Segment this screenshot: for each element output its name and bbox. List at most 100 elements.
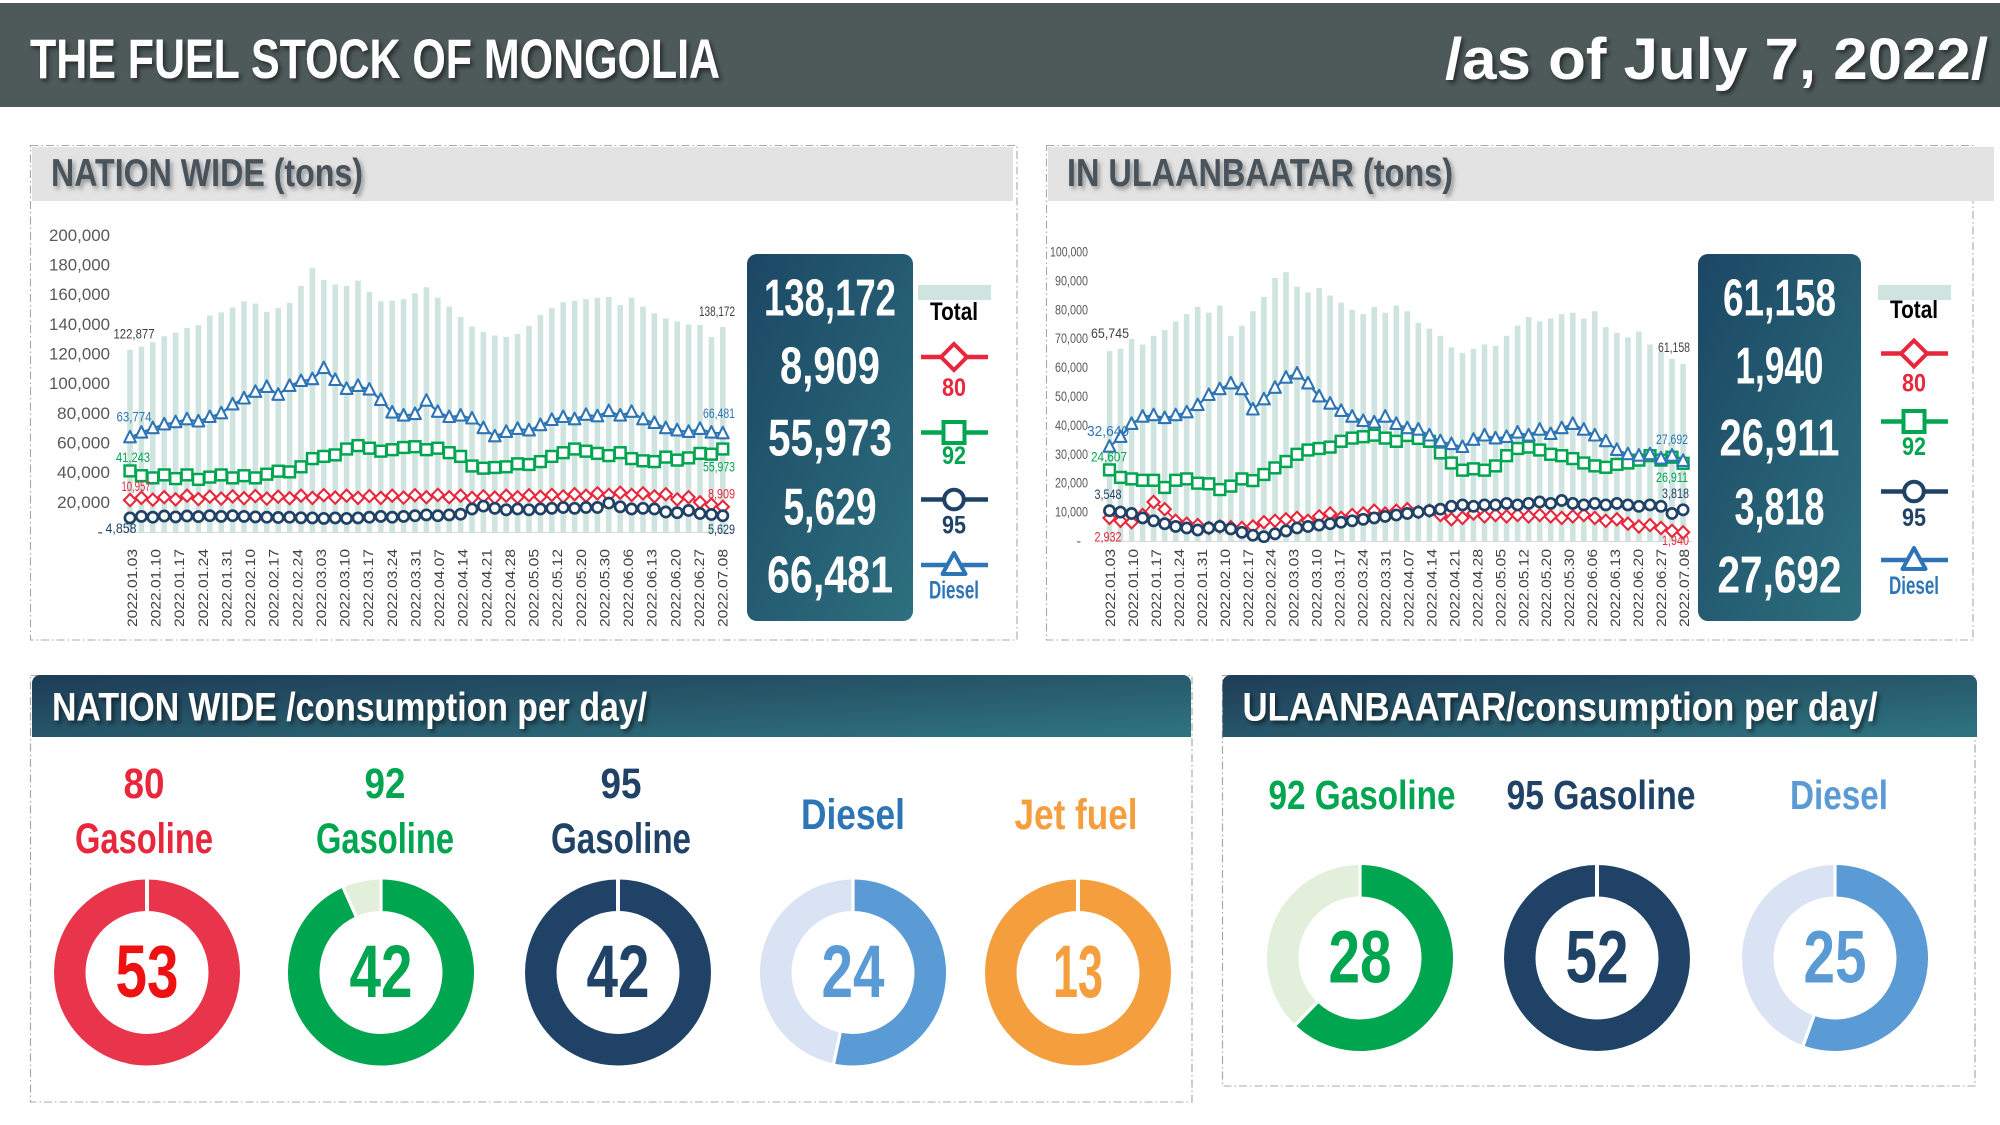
svg-text:Diesel: Diesel [1889,572,1939,600]
svg-text:2022.05.12: 2022.05.12 [549,549,565,627]
svg-text:2022.06.13: 2022.06.13 [644,549,660,627]
svg-text:10,957: 10,957 [122,478,151,494]
svg-text:2022.01.17: 2022.01.17 [171,549,187,627]
svg-text:2022.04.28: 2022.04.28 [502,549,518,627]
svg-text:2022.06.27: 2022.06.27 [691,549,707,627]
svg-text:52: 52 [1566,916,1629,999]
svg-text:90,000: 90,000 [1055,273,1088,288]
svg-text:53: 53 [116,930,179,1013]
svg-text:41,243: 41,243 [116,449,150,465]
svg-text:92: 92 [942,442,966,470]
svg-text:-: - [98,523,104,541]
svg-text:2022.06.27: 2022.06.27 [1653,549,1669,627]
svg-text:95: 95 [1902,504,1926,532]
svg-text:13: 13 [1053,930,1103,1013]
svg-text:42: 42 [587,930,650,1013]
svg-text:Total: Total [930,298,978,326]
svg-text:2022.03.03: 2022.03.03 [1286,549,1302,627]
svg-text:60,000: 60,000 [1055,360,1088,375]
svg-text:2022.02.10: 2022.02.10 [242,549,258,627]
svg-text:2022.06.20: 2022.06.20 [1630,549,1646,627]
svg-text:2022.01.17: 2022.01.17 [1148,549,1164,627]
svg-text:10,000: 10,000 [1055,505,1088,520]
svg-text:2022.01.31: 2022.01.31 [1194,549,1210,627]
svg-text:NATION WIDE (tons): NATION WIDE (tons) [51,152,363,195]
svg-text:25: 25 [1804,916,1867,999]
svg-text:24,607: 24,607 [1091,449,1127,465]
svg-text:32,640: 32,640 [1087,424,1129,440]
svg-text:2022.03.10: 2022.03.10 [1309,549,1325,627]
svg-text:2022.01.03: 2022.01.03 [1102,549,1118,627]
svg-text:80,000: 80,000 [1055,302,1088,317]
svg-text:2022.04.14: 2022.04.14 [455,549,471,627]
svg-text:138,172: 138,172 [699,303,735,319]
svg-text:28: 28 [1329,916,1392,999]
svg-text:2022.04.07: 2022.04.07 [431,549,447,627]
svg-text:1,940: 1,940 [1662,532,1689,548]
svg-text:4,858: 4,858 [106,520,137,536]
svg-text:66,481: 66,481 [767,546,893,604]
svg-text:95: 95 [942,512,966,540]
svg-text:24: 24 [822,930,885,1013]
svg-text:55,973: 55,973 [703,459,735,475]
svg-text:Total: Total [1890,296,1938,324]
svg-text:120,000: 120,000 [49,346,110,364]
svg-text:2022.03.10: 2022.03.10 [337,549,353,627]
svg-text:Jet fuel: Jet fuel [1015,791,1138,839]
svg-text:2022.06.06: 2022.06.06 [1584,549,1600,627]
svg-text:61,158: 61,158 [1723,269,1836,327]
svg-text:95 Gasoline: 95 Gasoline [1507,772,1696,818]
svg-text:65,745: 65,745 [1091,325,1129,341]
svg-text:122,877: 122,877 [114,326,155,342]
svg-text:2022.05.05: 2022.05.05 [1492,549,1508,627]
svg-text:THE FUEL STOCK OF MONGOLIA: THE FUEL STOCK OF MONGOLIA [30,27,720,90]
svg-text:100,000: 100,000 [1050,244,1088,259]
svg-text:2022.05.30: 2022.05.30 [596,549,612,627]
svg-text:2022.03.31: 2022.03.31 [407,549,423,627]
svg-text:NATION WIDE /consumption per d: NATION WIDE /consumption per day/ [52,686,647,730]
svg-text:50,000: 50,000 [1055,389,1088,404]
svg-text:3,818: 3,818 [1662,485,1689,501]
svg-text:2022.06.20: 2022.06.20 [667,549,683,627]
svg-text:100,000: 100,000 [49,375,110,393]
svg-text:2022.03.03: 2022.03.03 [313,549,329,627]
svg-text:63,774: 63,774 [117,409,152,425]
svg-text:Gasoline: Gasoline [316,815,454,863]
svg-text:55,973: 55,973 [768,409,892,467]
svg-text:2022.05.20: 2022.05.20 [1538,549,1554,627]
svg-text:2022.04.14: 2022.04.14 [1423,549,1439,627]
svg-text:2022.02.24: 2022.02.24 [1263,549,1279,627]
svg-text:2022.05.30: 2022.05.30 [1561,549,1577,627]
svg-text:2022.02.17: 2022.02.17 [266,549,282,627]
svg-text:2022.04.21: 2022.04.21 [1446,549,1462,627]
svg-text:40,000: 40,000 [57,464,110,482]
svg-text:42: 42 [350,930,413,1013]
svg-text:2022.06.13: 2022.06.13 [1607,549,1623,627]
svg-text:2022.02.10: 2022.02.10 [1217,549,1233,627]
svg-text:1,940: 1,940 [1736,337,1824,395]
svg-text:2022.01.10: 2022.01.10 [1125,549,1141,627]
svg-text:2022.04.07: 2022.04.07 [1400,549,1416,627]
svg-text:ULAANBAATAR/consumption per da: ULAANBAATAR/consumption per day/ [1243,686,1878,730]
svg-text:80: 80 [942,374,966,402]
svg-text:20,000: 20,000 [57,494,110,512]
svg-text:2022.01.10: 2022.01.10 [148,549,164,627]
svg-text:80: 80 [124,760,165,808]
svg-text:2022.04.28: 2022.04.28 [1469,549,1485,627]
svg-text:2022.05.12: 2022.05.12 [1515,549,1531,627]
svg-text:200,000: 200,000 [49,227,110,245]
svg-text:160,000: 160,000 [49,286,110,304]
svg-text:2022.01.31: 2022.01.31 [218,549,234,627]
svg-text:2022.07.08: 2022.07.08 [715,549,731,627]
svg-text:2022.01.24: 2022.01.24 [1171,549,1187,627]
svg-text:2022.02.24: 2022.02.24 [289,549,305,627]
svg-text:30,000: 30,000 [1055,447,1088,462]
svg-text:3,548: 3,548 [1095,486,1122,502]
svg-text:/as of July 7, 2022/: /as of July 7, 2022/ [1445,27,1988,92]
svg-text:Gasoline: Gasoline [75,815,213,863]
svg-text:60,000: 60,000 [57,434,110,452]
svg-text:92: 92 [1902,433,1926,461]
svg-text:2022.01.24: 2022.01.24 [195,549,211,627]
svg-text:2,932: 2,932 [1095,529,1122,545]
svg-text:2022.03.17: 2022.03.17 [360,549,376,627]
